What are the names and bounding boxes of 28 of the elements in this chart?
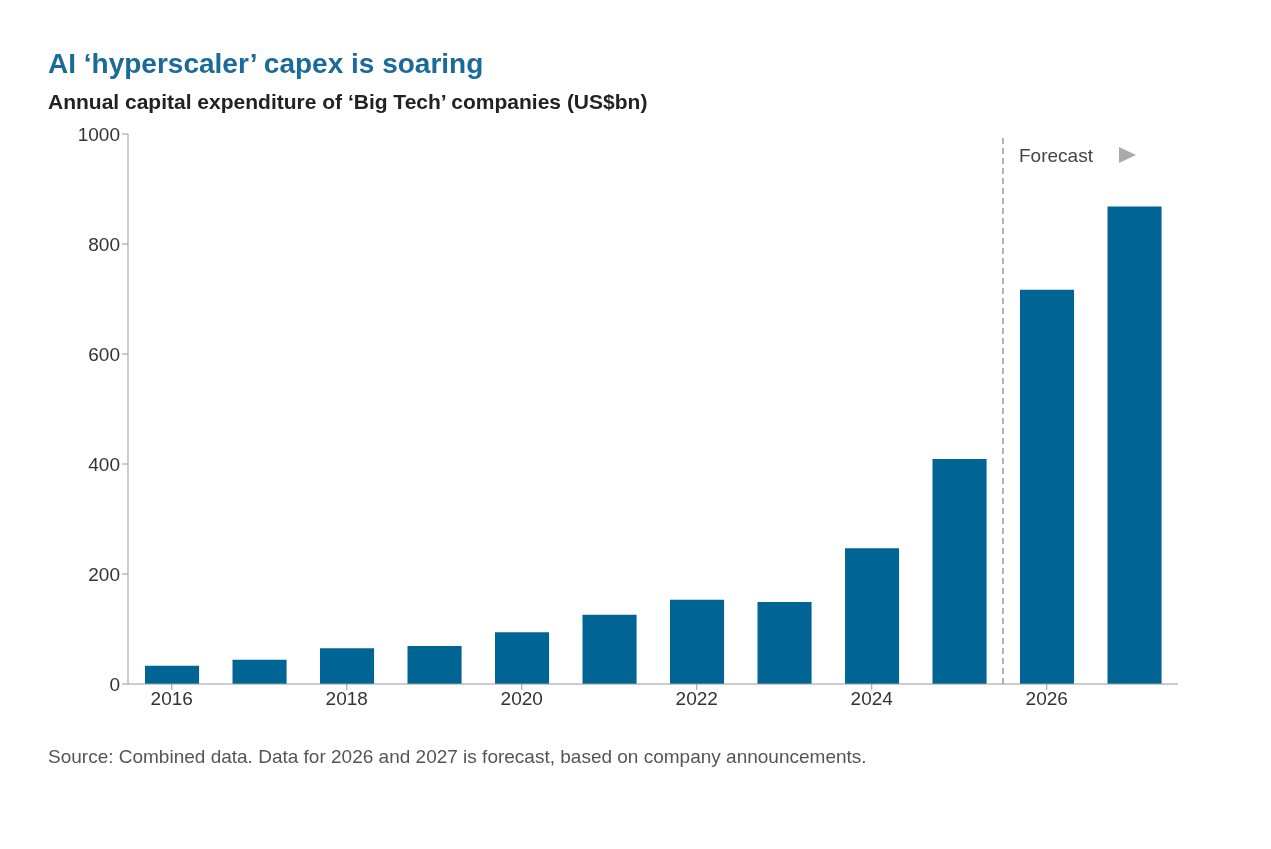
bar (320, 648, 375, 684)
x-tick-label: 2024 (850, 688, 894, 710)
x-tick-label: 2018 (325, 688, 368, 710)
bar (1107, 206, 1162, 684)
y-tick-label: 0 (109, 673, 120, 695)
x-tick-label: 2020 (500, 688, 543, 710)
y-tick-label: 200 (88, 563, 120, 585)
bar (932, 459, 987, 684)
bar (582, 614, 637, 684)
bar (670, 599, 725, 684)
x-tick-label: 2016 (150, 688, 193, 710)
bar (407, 646, 462, 684)
source-note: Source: Combined data. Data for 2026 and 2027 is forecast, based on company announcements. (48, 745, 868, 769)
x-tick-label: 2026 (1025, 688, 1068, 710)
bar (757, 602, 812, 684)
x-tick-label: 2022 (675, 688, 718, 710)
chart-title: AI ‘hyperscaler’ capex is soaring (48, 48, 485, 80)
bar (1020, 289, 1075, 684)
ref-line-label: Forecast (1019, 145, 1094, 166)
y-tick-label: 400 (88, 453, 120, 475)
y-tick-label: 800 (88, 233, 120, 255)
bar (232, 659, 287, 684)
chart-subtitle: Annual capital expenditure of ‘Big Tech’ companies (US$bn) (48, 90, 649, 114)
bar (145, 665, 200, 684)
y-tick-label: 1000 (77, 123, 120, 145)
bar (495, 632, 550, 684)
bar (845, 548, 900, 684)
y-tick-label: 600 (88, 343, 120, 365)
